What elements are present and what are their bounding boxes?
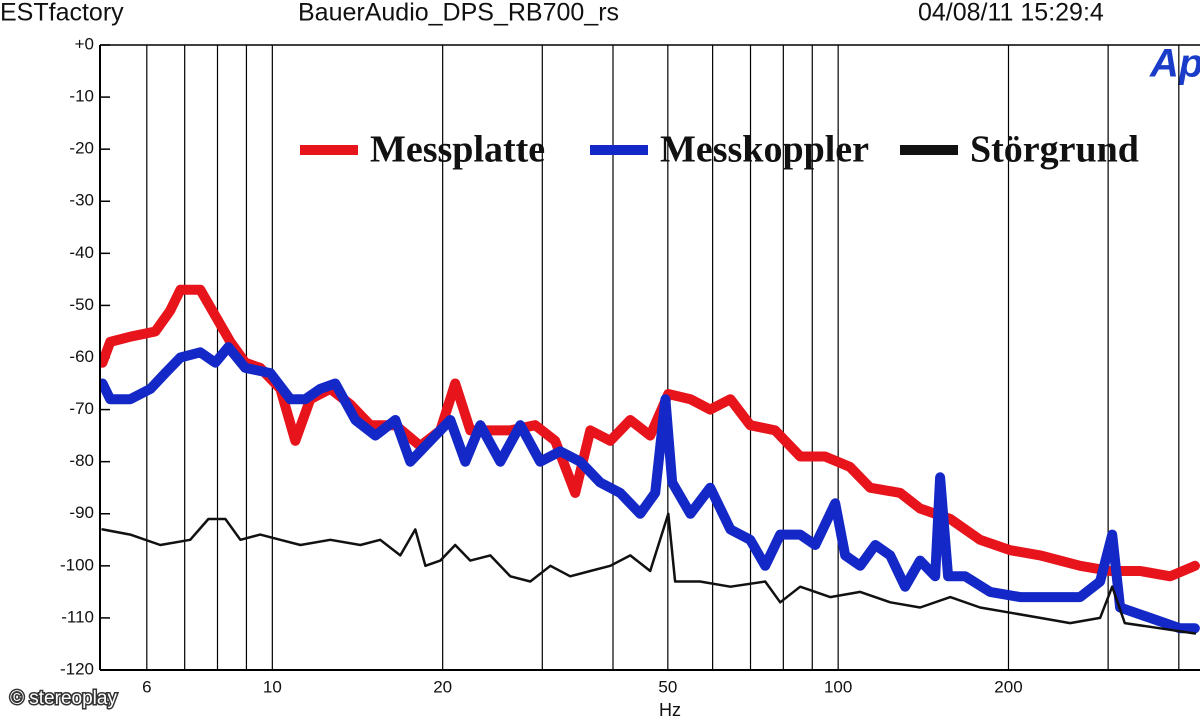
y-tick-label: -20 xyxy=(69,139,94,158)
x-tick-label: 50 xyxy=(658,677,677,696)
legend-label: Messkoppler xyxy=(660,129,869,171)
header-left: ESTfactory xyxy=(0,0,124,27)
x-tick-label: 10 xyxy=(263,677,282,696)
y-tick-label: -30 xyxy=(69,191,94,210)
x-tick-label: 100 xyxy=(824,677,852,696)
y-tick-label: -10 xyxy=(69,87,94,106)
x-tick-label: 20 xyxy=(433,677,452,696)
y-tick-label: -90 xyxy=(69,503,94,522)
y-tick-label: +0 xyxy=(75,34,94,53)
y-tick-label: -70 xyxy=(69,399,94,418)
legend-label: Messplatte xyxy=(370,129,545,171)
x-tick-label: 6 xyxy=(142,677,151,696)
y-tick-label: -100 xyxy=(60,555,94,574)
y-tick-label: -50 xyxy=(69,295,94,314)
header-right: 04/08/11 15:29:4 xyxy=(918,0,1104,27)
credit: © stereoplay xyxy=(10,688,117,709)
y-tick-label: -110 xyxy=(61,607,94,626)
series-line xyxy=(101,284,1200,582)
y-tick-label: -120 xyxy=(60,659,94,678)
logo: Ap xyxy=(1149,42,1200,86)
x-tick-label: 200 xyxy=(994,677,1022,696)
y-tick-label: -80 xyxy=(69,451,94,470)
y-tick-label: -40 xyxy=(69,243,94,262)
series-line xyxy=(101,512,1197,635)
header-center: BauerAudio_DPS_RB700_rs xyxy=(298,0,619,27)
y-tick-label: -60 xyxy=(69,347,94,366)
series-line xyxy=(101,342,1200,634)
x-axis-label: Hz xyxy=(659,700,681,720)
legend-label: Störgrund xyxy=(970,129,1139,171)
